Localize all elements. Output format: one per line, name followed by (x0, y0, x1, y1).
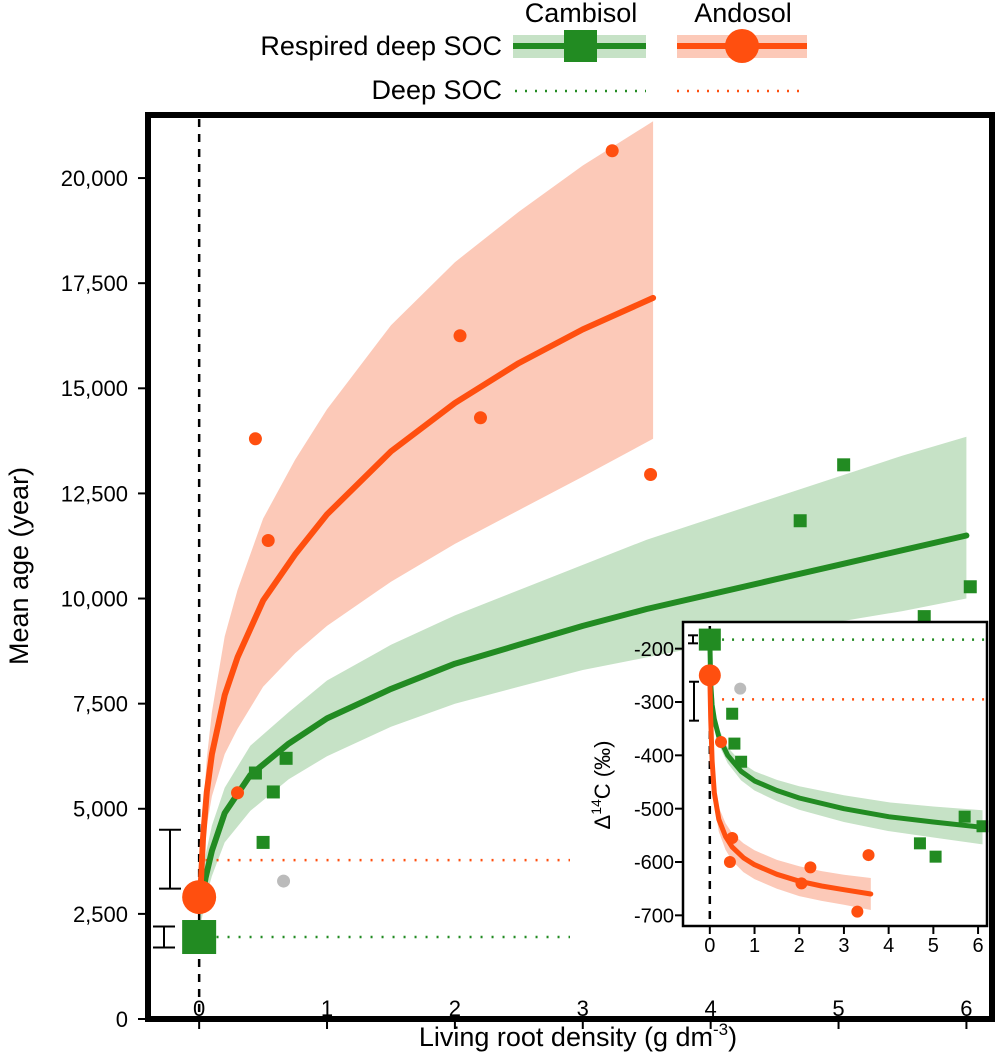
inset-andosol-point-5 (862, 849, 875, 862)
inset-andosol-point-2 (723, 856, 736, 868)
inset-x-tick-label-4: 4 (883, 935, 894, 957)
inset-cambisol-point-3 (913, 837, 926, 850)
main-andosol-point-5 (605, 144, 619, 158)
main-andosol-point-6 (644, 467, 658, 481)
inset-andosol-intercept-marker (698, 664, 721, 687)
inset-outlier-point-0 (734, 682, 747, 695)
main-x-axis-label-text: Living root density (g dm (419, 1022, 713, 1052)
main-andosol-point-3 (453, 329, 467, 343)
inset-x-tick-label-6: 6 (972, 935, 983, 957)
main-cambisol-point-1 (266, 785, 280, 799)
inset-cambisol-point-6 (976, 820, 989, 833)
inset-andosol-point-6 (851, 905, 864, 918)
main-cambisol-band (200, 436, 967, 927)
main-x-tick-label-5: 5 (832, 996, 844, 1021)
main-y-axis-label: Mean age (year) (4, 467, 34, 665)
inset-points (698, 628, 989, 918)
main-y-tick-label-3: 7,500 (73, 692, 128, 717)
main-cambisol-point-0 (248, 766, 262, 780)
inset-y-axis-label-prefix: Δ (590, 814, 615, 829)
inset-plot-frame (681, 620, 989, 928)
main-x-tick-label-1: 1 (321, 996, 333, 1021)
main-x-tick-label-0: 0 (193, 996, 205, 1021)
main-cambisol-point-2 (279, 751, 293, 765)
main-fit-curves (197, 294, 970, 913)
legend-row2-label: Deep SOC (371, 75, 502, 105)
inset-cambisol-intercept-marker (698, 628, 721, 651)
main-cambisol-point-3 (256, 835, 270, 849)
inset-andosol-point-4 (804, 861, 817, 874)
main-andosol-point-0 (248, 432, 262, 446)
main-y-tick-label-4: 10,000 (61, 586, 128, 611)
legend-row1-label: Respired deep SOC (260, 31, 502, 61)
main-x-tick-label-2: 2 (449, 996, 461, 1021)
main-x-axis-label-close: ) (728, 1022, 737, 1052)
inset-andosol-fit-curve (707, 672, 874, 897)
main-x-tick-label-4: 4 (705, 996, 717, 1021)
inset-cambisol-point-2 (735, 755, 748, 768)
main-points (182, 144, 977, 955)
main-andosol-band (200, 121, 654, 910)
legend: Cambisol Andosol Respired deep SOC Deep … (260, 0, 807, 105)
inset-y-tick-label-4: -600 (634, 852, 674, 874)
main-y-tick-label-5: 12,500 (61, 481, 128, 506)
inset-andosol-point-0 (715, 736, 727, 748)
inset-y-axis-label: Δ14C (‰) (588, 741, 615, 830)
main-andosol-point-1 (261, 534, 275, 548)
main-cambisol-point-7 (963, 580, 977, 594)
main-andosol-point-2 (231, 786, 245, 800)
inset-andosol-band (709, 672, 871, 910)
inset-y-axis-label-suffix: C (‰) (590, 741, 615, 800)
inset-y-axis-label-sup: 14 (588, 799, 604, 815)
inset-axes: 0 1 2 3 4 5 6 -200 -300 -400 -500 -600 -700 (634, 639, 984, 957)
inset-x-tick-label-5: 5 (928, 935, 939, 957)
main-cambisol-point-5 (837, 458, 851, 472)
main-x-tick-label-6: 6 (960, 996, 972, 1021)
legend-header-andosol: Andosol (694, 0, 792, 28)
inset-y-tick-label-3: -500 (634, 799, 674, 821)
main-outlier-point-0 (277, 874, 291, 888)
inset-x-tick-label-3: 3 (838, 935, 849, 957)
main-cambisol-intercept-marker (182, 920, 217, 955)
main-x-axis-label: Living root density (g dm-3) (419, 1020, 737, 1052)
main-x-axis-label-sup: -3 (713, 1020, 728, 1039)
main-y-tick-label-7: 17,500 (61, 271, 128, 296)
main-y-tick-label-1: 2,500 (73, 902, 128, 927)
main-plot-frame (145, 112, 995, 1022)
legend-header-cambisol: Cambisol (525, 0, 638, 28)
main-andosol-fit-curve (197, 294, 657, 896)
legend-cambisol-marker (564, 30, 597, 62)
inset-andosol-point-1 (726, 832, 739, 844)
inset-andosol-point-3 (795, 877, 808, 890)
inset-fit-curves (707, 635, 985, 897)
main-y-tick-label-2: 5,000 (73, 797, 128, 822)
inset-x-tick-label-1: 1 (749, 935, 760, 957)
main-y-tick-label-6: 15,000 (61, 376, 128, 401)
main-y-tick-label-0: 0 (116, 1007, 128, 1032)
main-axes: 0 1 2 3 4 5 6 0 2,500 5,000 7,500 10,000 12,500 15,00… (61, 166, 973, 1032)
inset-x-tick-label-2: 2 (794, 935, 805, 957)
inset-y-tick-label-2: -400 (634, 746, 674, 768)
main-cambisol-fit-curve (197, 532, 970, 913)
legend-andosol-marker (725, 29, 759, 63)
inset-cambisol-point-5 (958, 810, 971, 823)
main-bands (200, 121, 967, 927)
main-y-tick-label-8: 20,000 (61, 166, 128, 191)
main-andosol-point-4 (473, 411, 487, 425)
main-cambisol-point-4 (793, 514, 807, 528)
main-andosol-intercept-marker (182, 880, 217, 915)
inset-x-tick-label-0: 0 (704, 935, 715, 957)
inset-y-tick-label-0: -200 (634, 639, 674, 661)
main-x-tick-label-3: 3 (577, 996, 589, 1021)
inset-cambisol-point-4 (929, 850, 942, 863)
inset-y-tick-label-1: -300 (634, 692, 674, 714)
inset-y-tick-label-5: -700 (634, 906, 674, 928)
inset-cambisol-point-1 (728, 737, 741, 750)
main-cambisol-point-6 (917, 610, 931, 624)
inset-cambisol-point-0 (726, 707, 739, 720)
